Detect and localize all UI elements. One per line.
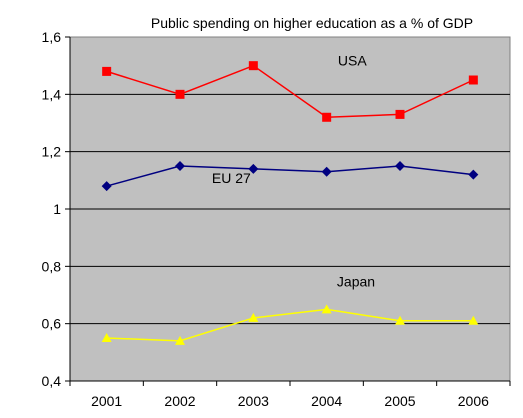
data-point xyxy=(468,75,478,85)
chart-title: Public spending on higher education as a… xyxy=(151,15,473,31)
y-tick-label: 1 xyxy=(53,201,61,217)
data-point xyxy=(175,161,185,171)
axes: 0,4 0,6 0,8 1 1,2 1,4 1,6 2001 2002 2003 2004 2005 2… xyxy=(42,29,511,409)
y-tick-label: 1,2 xyxy=(42,144,62,160)
data-point xyxy=(395,315,405,325)
y-tick-label: 0,6 xyxy=(42,316,62,332)
series-line xyxy=(106,64,474,119)
data-point xyxy=(248,312,259,322)
y-tick-label: 1,4 xyxy=(42,86,62,102)
y-tick-label: 0,4 xyxy=(42,373,62,389)
series-label: EU 27 xyxy=(212,170,251,186)
data-point xyxy=(395,109,405,119)
data-point xyxy=(248,61,258,71)
x-tick-label: 2006 xyxy=(458,393,489,409)
y-tick-label: 0,8 xyxy=(42,258,62,274)
y-tick-label: 1,6 xyxy=(42,29,62,45)
x-tick-label: 2005 xyxy=(384,393,415,409)
data-point xyxy=(101,181,112,192)
series-line xyxy=(106,165,474,187)
series-lines xyxy=(101,61,479,345)
data-point xyxy=(468,169,479,180)
data-point xyxy=(321,166,332,177)
data-point xyxy=(175,335,185,345)
data-point xyxy=(395,161,405,171)
series-label: Japan xyxy=(337,273,375,289)
x-tick-label: 2001 xyxy=(91,393,122,409)
series-line xyxy=(106,308,474,342)
series-label: USA xyxy=(338,53,367,69)
data-point xyxy=(175,89,185,99)
series-labels: USA EU 27 Japan xyxy=(212,53,375,290)
x-tick-label: 2002 xyxy=(164,393,195,409)
x-tick-label: 2004 xyxy=(311,393,342,409)
data-point xyxy=(102,66,112,76)
data-point xyxy=(322,112,332,122)
data-point xyxy=(101,333,112,342)
x-tick-label: 2003 xyxy=(238,393,269,409)
data-point xyxy=(248,163,259,174)
data-point xyxy=(321,304,332,314)
gridlines xyxy=(70,93,510,325)
data-point xyxy=(468,315,479,325)
